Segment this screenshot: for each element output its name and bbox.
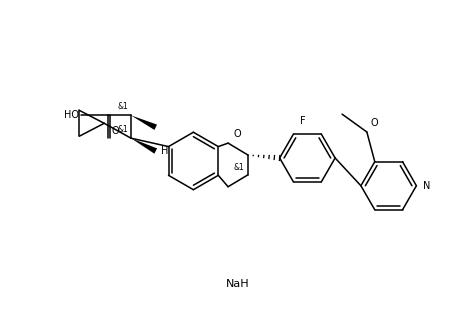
Text: &1: &1 xyxy=(233,163,244,172)
Text: &1: &1 xyxy=(117,125,128,134)
Text: N: N xyxy=(423,181,431,191)
Polygon shape xyxy=(131,115,157,130)
Text: O: O xyxy=(233,129,241,139)
Text: F: F xyxy=(300,116,306,126)
Text: &1: &1 xyxy=(117,102,128,111)
Text: O: O xyxy=(111,126,119,136)
Text: H: H xyxy=(161,146,168,156)
Polygon shape xyxy=(131,138,157,154)
Text: NaH: NaH xyxy=(226,279,250,289)
Text: HO: HO xyxy=(64,110,79,121)
Text: O: O xyxy=(371,118,378,128)
